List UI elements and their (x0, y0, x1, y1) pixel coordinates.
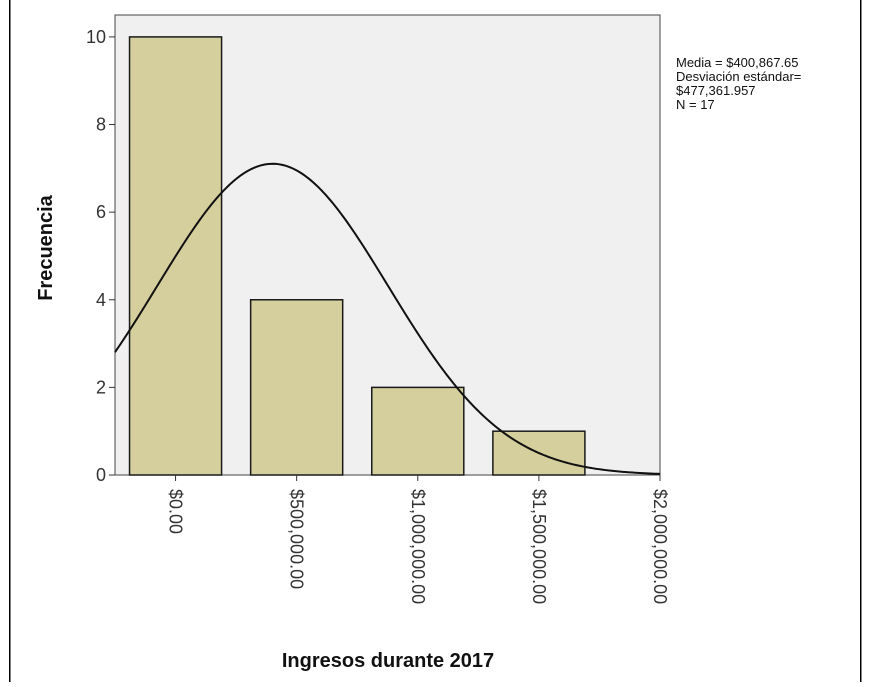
y-axis: 0 2 4 6 8 10 (86, 27, 115, 485)
stats-line-n: N = 17 (676, 97, 715, 112)
x-tick-label: $0.00 (166, 489, 186, 534)
x-tick-label: $1,000,000.00 (408, 489, 428, 604)
stats-line-mean: Media = $400,867.65 (676, 55, 799, 70)
y-tick-label: 2 (96, 377, 106, 397)
y-tick-label: 6 (96, 202, 106, 222)
x-axis: $0.00 $500,000.00 $1,000,000.00 $1,500,000.… (166, 475, 670, 604)
stats-line-sd-value: $477,361.957 (676, 83, 756, 98)
x-axis-label: Ingresos durante 2017 (282, 650, 494, 672)
x-tick-label: $500,000.00 (287, 489, 307, 589)
y-tick-label: 8 (96, 115, 106, 135)
normal-curve (114, 162, 661, 475)
histogram-bar (249, 299, 344, 476)
y-axis-label: Frecuencia (35, 194, 57, 300)
frame-right-border (860, 0, 862, 682)
histogram-bar (371, 386, 465, 476)
stats-annotation: Media = $400,867.65 Desviación estándar=… (676, 55, 801, 112)
stats-line-sd-label: Desviación estándar= (676, 69, 801, 84)
y-tick-label: 4 (96, 290, 106, 310)
frame-left-border (9, 0, 11, 682)
y-tick-label: 0 (96, 465, 106, 485)
x-tick-label: $1,500,000.00 (529, 489, 549, 604)
x-tick-label: $2,000,000.00 (650, 489, 670, 604)
y-tick-label: 10 (86, 27, 106, 47)
bars-layer (128, 36, 586, 476)
